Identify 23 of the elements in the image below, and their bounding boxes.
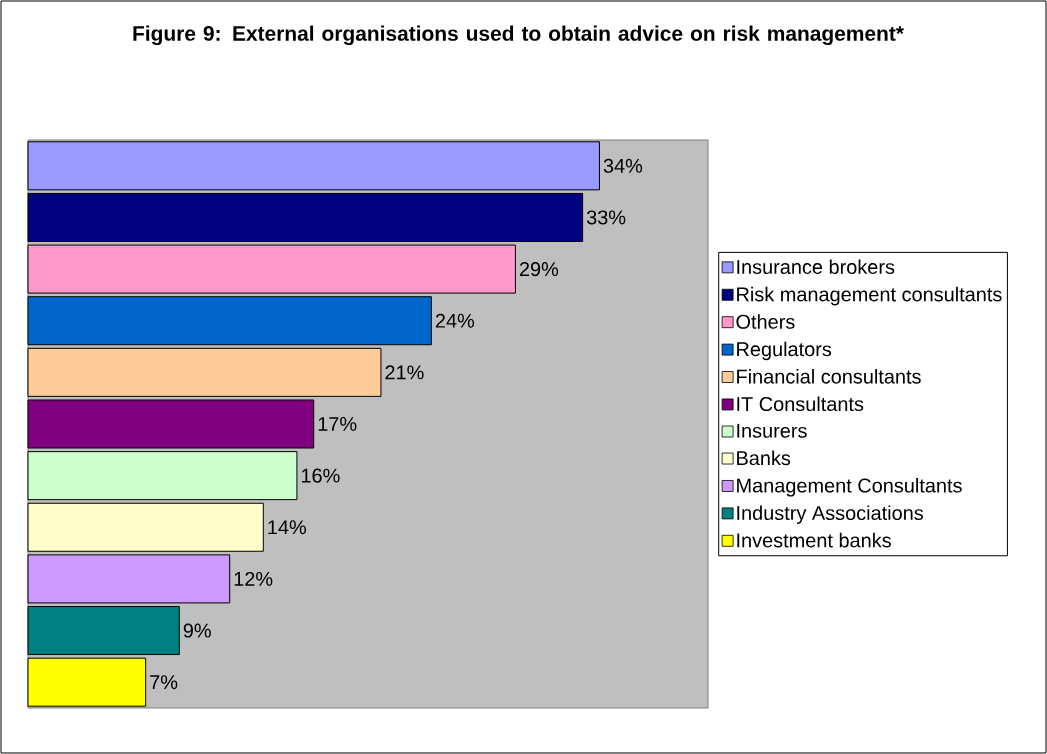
data-label: 24% — [435, 313, 475, 328]
data-label: 14% — [268, 520, 306, 535]
data-label: 16% — [301, 468, 340, 483]
legend-label: Banks — [737, 450, 791, 466]
data-label: 21% — [385, 365, 424, 380]
data-label: 34% — [603, 158, 643, 173]
legend-label: Financial consultants — [737, 369, 921, 384]
data-label: 12% — [234, 571, 273, 586]
legend-label: Investment banks — [737, 532, 891, 548]
legend-label: Management Consultants — [737, 477, 962, 497]
legend-label: Regulators — [737, 341, 832, 361]
data-label: 29% — [519, 262, 559, 277]
legend-label: Risk management consultants — [737, 286, 1002, 306]
legend-label: IT Consultants — [737, 396, 864, 412]
data-label: 33% — [586, 210, 626, 225]
chart-title: Figure 9: External organisations used to obtain advice on risk management* — [133, 25, 904, 46]
data-label: 9% — [183, 623, 211, 638]
legend-label: Industry Associations — [737, 505, 924, 524]
legend-label: Others — [736, 314, 795, 329]
data-label: 17% — [318, 417, 357, 431]
data-label: 7% — [150, 675, 178, 690]
legend-label: Insurers — [737, 423, 807, 438]
legend-label: Insurance brokers — [737, 259, 895, 275]
